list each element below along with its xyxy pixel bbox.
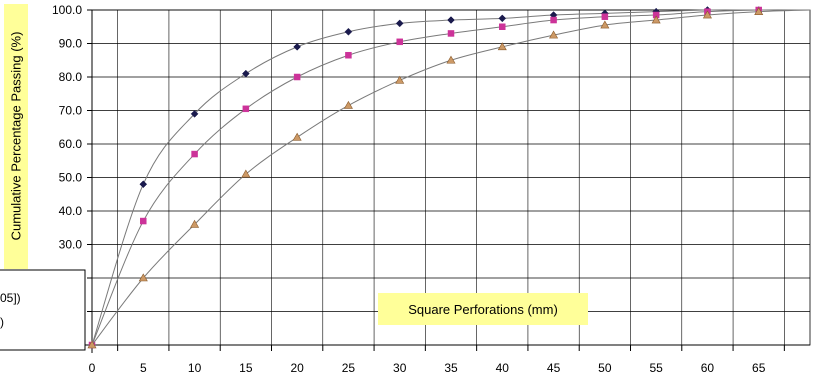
y-tick-label: 60.0 <box>59 137 83 151</box>
data-point-square <box>140 217 147 225</box>
x-tick-label: 45 <box>547 361 561 375</box>
data-point-diamond <box>395 19 404 28</box>
x-tick-label: 25 <box>342 361 356 375</box>
y-axis-title-box: Cumulative Percentage Passing (%) <box>4 4 28 269</box>
legend-frame <box>0 269 86 351</box>
x-tick-label: 50 <box>598 361 612 375</box>
data-point-triangle <box>395 75 405 84</box>
x-axis-title-box: Square Perforations (mm) <box>378 293 588 325</box>
y-tick-label: 70.0 <box>59 104 83 118</box>
data-point-diamond <box>293 42 301 51</box>
x-tick-label: 20 <box>290 361 304 375</box>
data-point-diamond <box>447 16 455 24</box>
x-tick-label: 5 <box>140 361 147 375</box>
legend-entry-fragment-1: 05]) <box>0 291 21 305</box>
data-point-diamond <box>190 109 199 118</box>
y-tick-label: 80.0 <box>59 70 83 84</box>
y-axis-title: Cumulative Percentage Passing (%) <box>9 32 24 241</box>
legend-box-partial: 05]) ) <box>0 269 86 351</box>
x-tick-label: 0 <box>89 361 96 375</box>
data-point-triangle <box>138 273 148 282</box>
x-axis-tick-labels: 0 5 10 15 20 25 30 35 40 45 50 55 60 65 <box>89 361 766 375</box>
series-triangle <box>87 7 811 349</box>
y-tick-label: 40.0 <box>59 204 83 218</box>
x-axis-title-background <box>378 293 588 325</box>
data-point-triangle <box>549 30 559 39</box>
axes <box>84 9 810 353</box>
data-point-square <box>499 23 506 30</box>
data-point-square <box>601 13 609 20</box>
data-point-triangle <box>497 42 507 51</box>
data-point-triangle <box>702 10 712 19</box>
x-axis-title: Square Perforations (mm) <box>408 302 558 317</box>
data-point-triangle <box>292 132 302 141</box>
data-point-square <box>550 16 557 24</box>
y-tick-label: 30.0 <box>59 238 83 252</box>
data-point-triangle <box>343 100 353 109</box>
x-tick-label: 40 <box>496 361 510 375</box>
y-tick-label: 90.0 <box>59 37 83 51</box>
data-point-diamond <box>242 69 250 78</box>
x-tick-label: 30 <box>393 361 407 375</box>
x-tick-label: 15 <box>239 361 253 375</box>
data-point-square <box>396 38 403 46</box>
y-tick-label: 50.0 <box>59 171 83 185</box>
y-tick-label: 100.0 <box>52 3 82 17</box>
data-point-square <box>345 51 352 59</box>
data-point-diamond <box>498 14 507 23</box>
data-point-triangle <box>651 15 661 24</box>
data-series <box>87 6 811 349</box>
data-point-square <box>447 30 455 37</box>
data-point-square <box>293 73 301 81</box>
y-axis-title-background <box>4 4 28 269</box>
x-tick-label: 10 <box>188 361 202 375</box>
x-tick-label: 35 <box>444 361 458 375</box>
data-point-diamond <box>139 180 148 189</box>
x-tick-label: 65 <box>752 361 766 375</box>
data-point-triangle <box>241 169 251 178</box>
x-tick-label: 55 <box>649 361 663 375</box>
data-point-triangle <box>87 340 97 349</box>
legend-entry-fragment-2: ) <box>0 315 4 329</box>
data-point-triangle <box>754 7 764 15</box>
data-point-triangle <box>446 55 456 64</box>
series-line <box>91 9 810 346</box>
data-point-diamond <box>344 27 353 36</box>
data-point-square <box>191 150 198 158</box>
data-point-triangle <box>190 219 200 228</box>
series-square <box>88 6 811 349</box>
x-tick-label: 60 <box>701 361 715 375</box>
data-point-square <box>242 105 250 113</box>
data-point-triangle <box>600 20 610 29</box>
